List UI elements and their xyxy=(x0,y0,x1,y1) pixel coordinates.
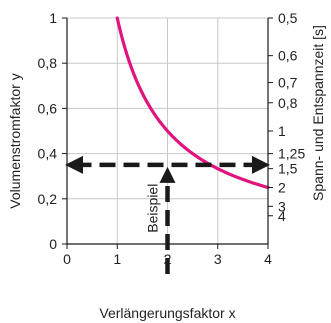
x-tick-label: 2 xyxy=(164,251,172,267)
example-arrowhead-left xyxy=(65,155,83,174)
tick-layer: 0 1 2 3 400,20,40,60,81 0,50,60,70,811,251,52… xyxy=(38,10,306,267)
y-tick-label: 0,4 xyxy=(38,146,58,162)
y2-tick-label: 0,6 xyxy=(278,48,298,64)
y-tick-label: 0,6 xyxy=(38,100,58,116)
y-axis-title: Volumenstromfaktor y xyxy=(7,73,23,208)
y2-tick-label: 3 xyxy=(278,198,286,214)
y-tick-label: 0,2 xyxy=(38,191,58,207)
series-line-volumenstromfaktor xyxy=(115,16,270,190)
y-tick-label: 1 xyxy=(49,10,57,26)
y2-tick-label: 4 xyxy=(278,208,286,224)
example-label: Beispiel xyxy=(145,184,161,233)
x-tick-label: 4 xyxy=(264,251,272,267)
y2-tick-label: 1,5 xyxy=(278,161,298,177)
example-arrowhead-right xyxy=(252,155,270,174)
y-tick-label: 0 xyxy=(49,236,57,252)
curve-layer xyxy=(115,16,270,190)
y2-tick-label: 0,8 xyxy=(278,95,298,111)
x-tick-label: 0 xyxy=(63,251,71,267)
y2-tick-label: 1 xyxy=(278,123,286,139)
y-tick-label: 0,8 xyxy=(38,55,58,71)
x-axis-title: Verlängerungsfaktor x xyxy=(99,305,235,321)
y2-tick-label: 0,7 xyxy=(278,75,298,91)
annotation-layer xyxy=(65,155,270,274)
y2-tick-label: 0,5 xyxy=(278,10,298,26)
y2-tick-label: 2 xyxy=(278,180,286,196)
example-arrowhead-up xyxy=(159,166,176,183)
x-tick-label: 1 xyxy=(113,251,121,267)
y2-tick-label: 1,25 xyxy=(278,146,305,162)
x-tick-label: 3 xyxy=(214,251,222,267)
y2-axis-title: Spann- und Entspannzeit [s] xyxy=(310,25,326,201)
